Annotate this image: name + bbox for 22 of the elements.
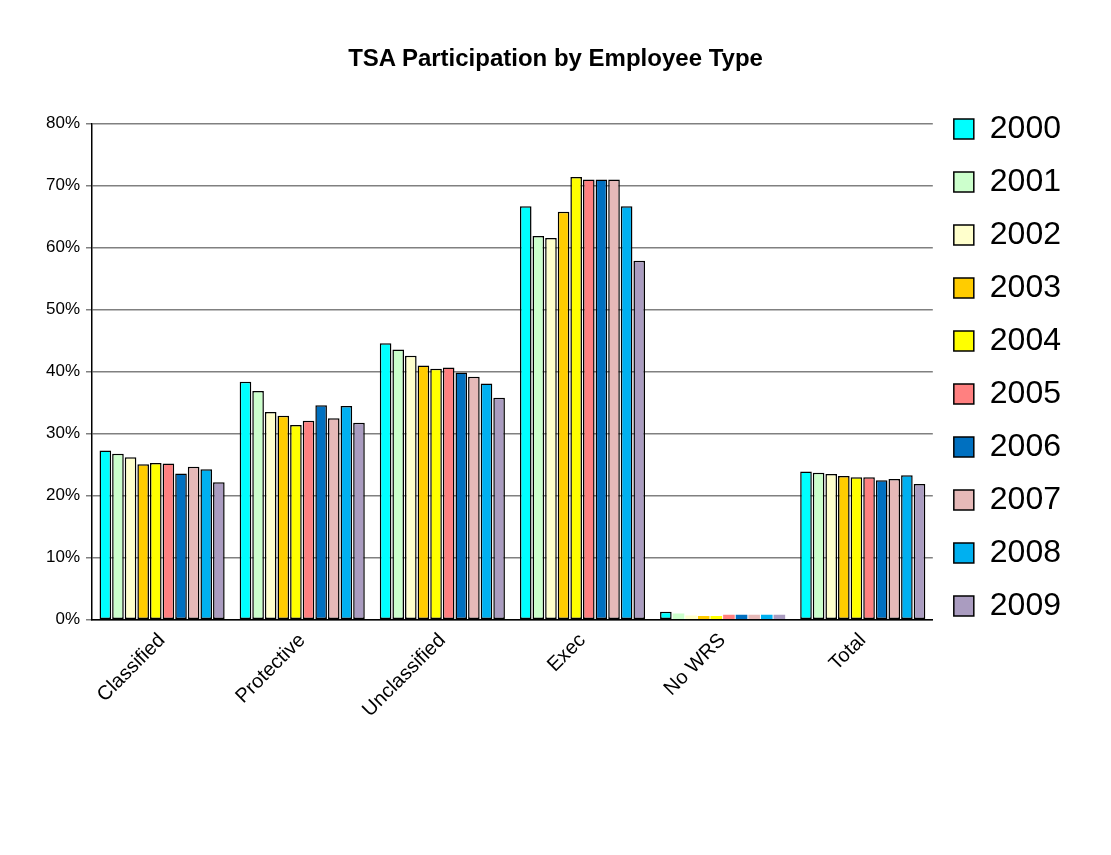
y-tick-label: 80% — [45, 113, 81, 133]
legend-label: 2003 — [989, 267, 1061, 304]
bar — [748, 614, 760, 620]
legend-label: 2001 — [989, 161, 1061, 198]
legend-label: 2004 — [989, 320, 1061, 357]
legend-label: 2009 — [989, 585, 1061, 622]
bar — [685, 615, 697, 620]
legend-label: 2005 — [989, 373, 1061, 410]
legend-label: 2006 — [989, 426, 1061, 463]
legend-label: 2002 — [989, 214, 1061, 251]
y-tick-label: 30% — [45, 423, 81, 443]
chart-title: TSA Participation by Employee Type — [348, 44, 763, 72]
y-tick-label: 70% — [45, 175, 81, 195]
y-tick-label: 0% — [55, 609, 81, 629]
legend-label: 2008 — [989, 532, 1061, 569]
y-tick-label: 40% — [45, 361, 81, 381]
legend-label: 2000 — [989, 108, 1061, 145]
y-tick-label: 50% — [45, 299, 81, 319]
legend-label: 2007 — [989, 479, 1061, 516]
y-tick-label: 10% — [45, 547, 81, 567]
y-tick-label: 60% — [45, 237, 81, 257]
y-tick-label: 20% — [45, 485, 81, 505]
